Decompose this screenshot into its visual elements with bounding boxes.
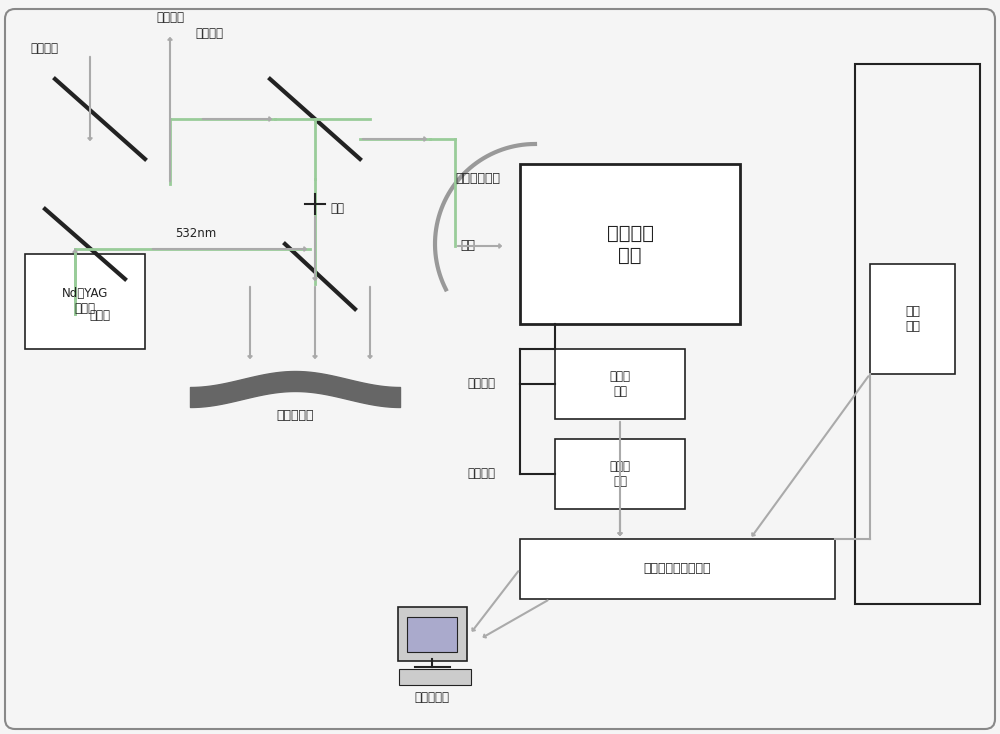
FancyBboxPatch shape xyxy=(870,264,955,374)
Text: 回波光束: 回波光束 xyxy=(195,27,223,40)
Text: 接收望远镜: 接收望远镜 xyxy=(276,409,314,422)
Text: 控制计算机: 控制计算机 xyxy=(415,691,450,704)
FancyBboxPatch shape xyxy=(555,439,685,509)
Text: 高阶信号: 高阶信号 xyxy=(467,468,495,481)
FancyBboxPatch shape xyxy=(520,164,740,324)
Text: 二维扫描系统: 二维扫描系统 xyxy=(455,172,500,186)
FancyBboxPatch shape xyxy=(555,349,685,419)
Text: 回波光束: 回波光束 xyxy=(30,43,58,56)
Text: 光电信
倍管: 光电信 倍管 xyxy=(610,460,631,488)
FancyBboxPatch shape xyxy=(398,607,467,661)
Text: Nd：YAG
激光器: Nd：YAG 激光器 xyxy=(62,288,108,316)
FancyBboxPatch shape xyxy=(5,9,995,729)
Text: 光栅分光
系统: 光栅分光 系统 xyxy=(607,223,654,264)
Text: 发射光束: 发射光束 xyxy=(156,11,184,24)
FancyBboxPatch shape xyxy=(520,539,835,599)
Text: 光电信
倍管: 光电信 倍管 xyxy=(610,370,631,398)
Text: 532nm: 532nm xyxy=(175,228,216,241)
Text: 参考光: 参考光 xyxy=(90,309,110,322)
Text: 光栏: 光栏 xyxy=(330,203,344,216)
FancyBboxPatch shape xyxy=(399,669,471,685)
Text: 光纤: 光纤 xyxy=(460,239,475,252)
FancyBboxPatch shape xyxy=(407,617,457,652)
Text: 光触
发器: 光触 发器 xyxy=(905,305,920,333)
FancyBboxPatch shape xyxy=(25,254,145,349)
Text: 低阶信号: 低阶信号 xyxy=(467,377,495,390)
Text: 时序控制和采集系统: 时序控制和采集系统 xyxy=(644,562,711,575)
